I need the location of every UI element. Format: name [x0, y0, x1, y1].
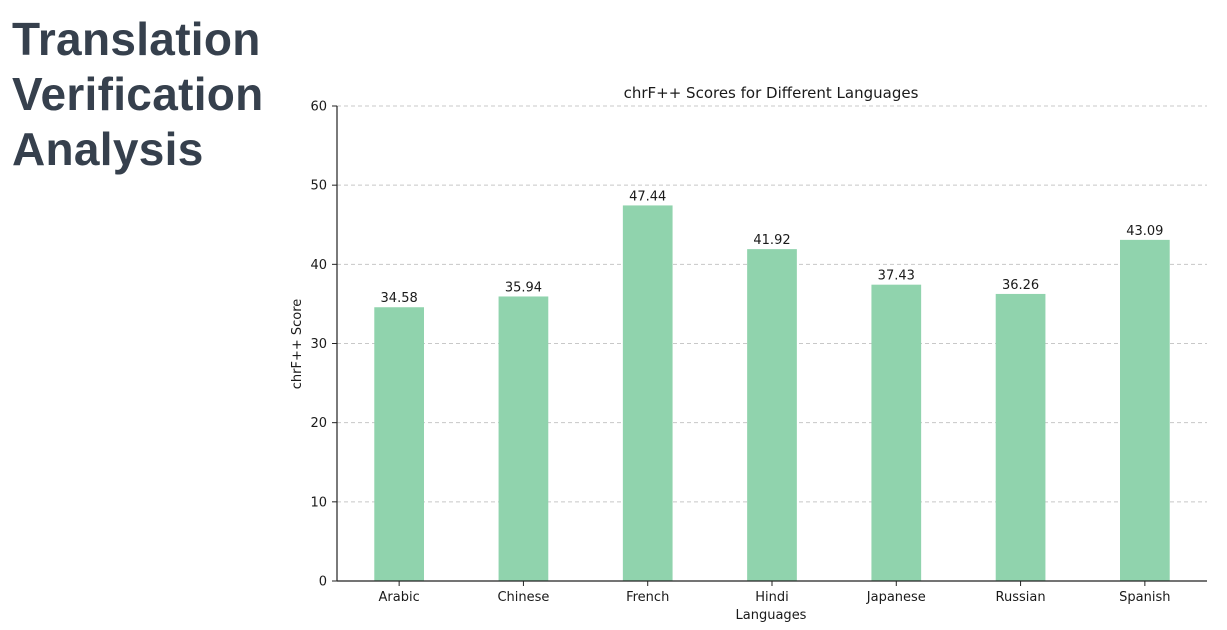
bar-value-label: 34.58 [381, 291, 418, 306]
y-tick-label: 20 [310, 416, 327, 431]
y-tick-label: 40 [310, 258, 327, 273]
y-tick-label: 30 [310, 337, 327, 352]
y-tick-label: 50 [310, 179, 327, 194]
page-title: Translation Verification Analysis [12, 12, 302, 177]
bar-value-label: 43.09 [1126, 224, 1163, 239]
y-tick-label: 0 [319, 575, 327, 590]
bar-value-label: 36.26 [1002, 278, 1039, 293]
x-tick-label: French [626, 590, 669, 605]
bar-chart: 0 10 20 30 40 50 60 34.58 Arabic 35.94 Chinese 47.4… [290, 84, 1207, 623]
y-axis-label: chrF++ Score [290, 299, 305, 390]
page-title-line-1: Translation [12, 13, 261, 65]
chart-container: 0 10 20 30 40 50 60 34.58 Arabic 35.94 Chinese 47.4… [270, 70, 1220, 630]
x-tick-label: Arabic [379, 590, 420, 605]
bar-value-label: 47.44 [629, 189, 666, 204]
x-tick-label: Chinese [497, 590, 549, 605]
bar [871, 284, 922, 581]
bar-value-label: 41.92 [753, 233, 790, 248]
y-tick-label: 10 [310, 495, 327, 510]
x-tick-label: Spanish [1119, 590, 1170, 605]
chart-title: chrF++ Scores for Different Languages [624, 84, 919, 102]
x-tick-label: Russian [996, 590, 1046, 605]
x-tick-label: Hindi [755, 590, 789, 605]
bar-value-label: 37.43 [878, 269, 915, 284]
page-title-line-3: Analysis [12, 123, 204, 175]
bar [1120, 239, 1170, 581]
page-title-line-2: Verification [12, 68, 264, 120]
bar-layer [374, 205, 1170, 581]
x-tick-label: Japanese [866, 590, 926, 605]
label-layer: 0 10 20 30 40 50 60 34.58 Arabic 35.94 Chinese 47.4… [310, 100, 1170, 606]
bar-value-label: 35.94 [505, 280, 542, 295]
x-axis-label: Languages [736, 608, 807, 623]
bar [622, 205, 673, 581]
bar [374, 307, 424, 581]
y-tick-label: 60 [310, 100, 327, 115]
bar [498, 296, 549, 581]
axis-layer [332, 105, 1207, 586]
bar [995, 293, 1046, 581]
bar [747, 249, 797, 581]
